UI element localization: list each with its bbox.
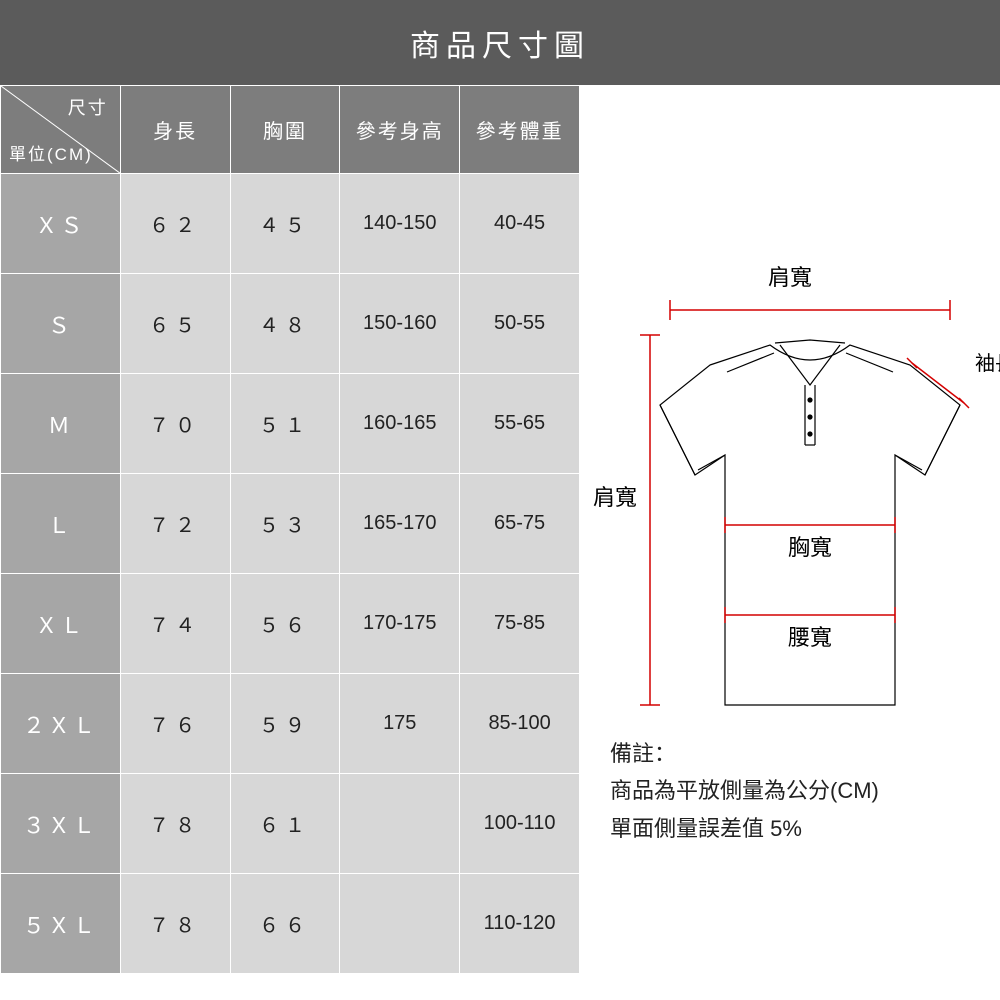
- length-cell: ６５: [120, 274, 230, 374]
- chest-cell: ６１: [230, 774, 340, 874]
- refh-cell: 170-175: [340, 574, 460, 674]
- col-length: 身長: [120, 86, 230, 174]
- size-cell: ３ＸＬ: [1, 774, 121, 874]
- chest-cell: ５３: [230, 474, 340, 574]
- refh-cell: 140-150: [340, 174, 460, 274]
- table-row: Ｍ７０５１160-16555-65: [1, 374, 580, 474]
- length-cell: ７６: [120, 674, 230, 774]
- col-chest: 胸圍: [230, 86, 340, 174]
- refw-cell: 85-100: [460, 674, 580, 774]
- refh-cell: [340, 874, 460, 974]
- note-line-2: 商品為平放側量為公分(CM): [610, 772, 879, 809]
- size-cell: ５ＸＬ: [1, 874, 121, 974]
- refw-cell: 40-45: [460, 174, 580, 274]
- shirt-diagram: 肩寬 肩寬: [580, 245, 1000, 725]
- table-row: Ｌ７２５３165-17065-75: [1, 474, 580, 574]
- refw-cell: 100-110: [460, 774, 580, 874]
- refh-cell: 175: [340, 674, 460, 774]
- table-row: ３ＸＬ７８６１ 100-110: [1, 774, 580, 874]
- measure-shoulder-top: 肩寬: [670, 265, 950, 320]
- table-row: ２ＸＬ７６５９17585-100: [1, 674, 580, 774]
- label-chest: 胸寬: [788, 535, 832, 560]
- title-bar: 商品尺寸圖: [0, 0, 1000, 85]
- size-table-body: ＸＳ６２４５140-15040-45Ｓ６５４８150-16050-55Ｍ７０５１…: [1, 174, 580, 974]
- table-row: ＸＳ６２４５140-15040-45: [1, 174, 580, 274]
- size-cell: Ｌ: [1, 474, 121, 574]
- title-text: 商品尺寸圖: [410, 21, 590, 65]
- refw-cell: 65-75: [460, 474, 580, 574]
- length-cell: ７０: [120, 374, 230, 474]
- chest-cell: ５６: [230, 574, 340, 674]
- note-line-3: 單面側量誤差值 5%: [610, 810, 879, 847]
- table-row: ＸＬ７４５６170-17575-85: [1, 574, 580, 674]
- size-cell: Ｍ: [1, 374, 121, 474]
- refh-cell: 165-170: [340, 474, 460, 574]
- length-cell: ７４: [120, 574, 230, 674]
- length-cell: ７８: [120, 774, 230, 874]
- content-area: 尺寸 單位(CM) 身長 胸圍 參考身高 參考體重 ＸＳ６２４５140-1504…: [0, 85, 1000, 974]
- size-table-wrap: 尺寸 單位(CM) 身長 胸圍 參考身高 參考體重 ＸＳ６２４５140-1504…: [0, 85, 580, 974]
- col-refh: 參考身高: [340, 86, 460, 174]
- header-diag-cell: 尺寸 單位(CM): [1, 86, 121, 174]
- label-shoulder-top: 肩寬: [768, 265, 812, 290]
- chest-cell: ５９: [230, 674, 340, 774]
- refw-cell: 50-55: [460, 274, 580, 374]
- chest-cell: ５１: [230, 374, 340, 474]
- chest-cell: ６６: [230, 874, 340, 974]
- size-cell: Ｓ: [1, 274, 121, 374]
- refw-cell: 55-65: [460, 374, 580, 474]
- shirt-outline: [660, 340, 960, 705]
- table-row: ５ＸＬ７８６６ 110-120: [1, 874, 580, 974]
- refh-cell: [340, 774, 460, 874]
- size-cell: ＸＳ: [1, 174, 121, 274]
- length-cell: ７８: [120, 874, 230, 974]
- chest-cell: ４５: [230, 174, 340, 274]
- size-cell: ＸＬ: [1, 574, 121, 674]
- length-cell: ６２: [120, 174, 230, 274]
- header-diag-bottom: 單位(CM): [9, 140, 93, 165]
- header-row: 尺寸 單位(CM) 身長 胸圍 參考身高 參考體重: [1, 86, 580, 174]
- col-refw: 參考體重: [460, 86, 580, 174]
- measure-body-length: 肩寬: [593, 335, 660, 705]
- length-cell: ７２: [120, 474, 230, 574]
- label-waist: 腰寬: [788, 625, 832, 650]
- size-cell: ２ＸＬ: [1, 674, 121, 774]
- refw-cell: 110-120: [460, 874, 580, 974]
- measure-waist: 腰寬: [725, 607, 895, 650]
- refh-cell: 150-160: [340, 274, 460, 374]
- label-shoulder-side: 肩寬: [593, 485, 637, 510]
- measure-chest: 胸寬: [725, 517, 895, 560]
- size-table: 尺寸 單位(CM) 身長 胸圍 參考身高 參考體重 ＸＳ６２４５140-1504…: [0, 85, 580, 974]
- note-line-1: 備註：: [610, 735, 879, 772]
- notes-block: 備註： 商品為平放側量為公分(CM) 單面側量誤差值 5%: [610, 735, 879, 847]
- table-row: Ｓ６５４８150-16050-55: [1, 274, 580, 374]
- label-sleeve: 袖長: [975, 352, 1000, 375]
- chest-cell: ４８: [230, 274, 340, 374]
- refw-cell: 75-85: [460, 574, 580, 674]
- header-diag-top: 尺寸: [68, 94, 108, 120]
- side-panel: 肩寬 肩寬: [580, 85, 1000, 974]
- refh-cell: 160-165: [340, 374, 460, 474]
